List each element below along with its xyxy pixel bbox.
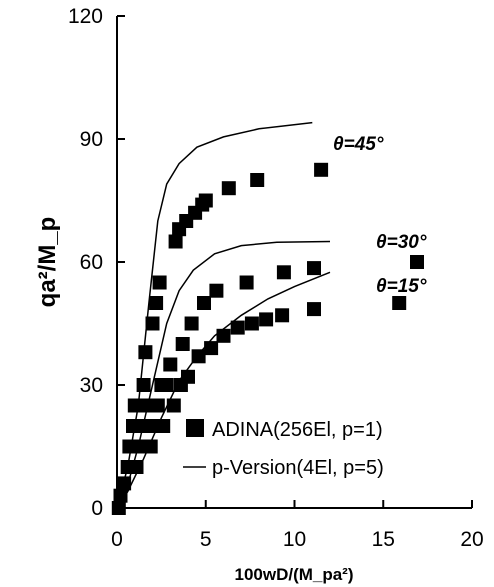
adina-points (111, 162, 424, 515)
adina-point (149, 296, 164, 310)
adina-point (250, 173, 265, 187)
y-tick-label: 60 (80, 251, 103, 274)
adina-point (175, 337, 190, 351)
legend: ADINA(256El, p=1) p-Version(4El, p=5) (183, 419, 384, 479)
adina-point (131, 439, 146, 454)
adina-point (198, 193, 213, 208)
legend-label-adina: ADINA(256El, p=1) (212, 419, 383, 441)
adina-point (152, 275, 167, 290)
y-axis-ticks: 0 30 60 90 120 (68, 5, 125, 520)
adina-point (314, 162, 329, 177)
x-tick-label: 10 (283, 528, 306, 551)
legend-label-p-version: p-Version(4El, p=5) (212, 457, 384, 479)
x-tick-label: 20 (460, 528, 483, 551)
x-axis-ticks: 0 5 10 15 20 (111, 500, 484, 551)
adina-point (276, 265, 291, 280)
adina-point (150, 398, 165, 413)
adina-point (181, 369, 195, 384)
adina-point (117, 476, 132, 491)
annotations: θ=45° θ=30° θ=15° (333, 134, 427, 297)
adina-point (163, 357, 178, 372)
legend-marker-adina (186, 419, 204, 437)
adina-point (410, 255, 424, 269)
adina-point (113, 488, 128, 503)
adina-point (259, 312, 274, 327)
adina-point (275, 308, 290, 323)
adina-point (111, 501, 126, 515)
adina-point (145, 316, 160, 331)
adina-point (159, 378, 174, 392)
adina-point (191, 349, 206, 364)
y-tick-label: 120 (68, 5, 103, 28)
adina-point (184, 316, 199, 331)
annotation-theta-30: θ=30° (376, 232, 427, 253)
adina-point (136, 378, 151, 392)
adina-point (166, 398, 181, 413)
adina-point (197, 296, 211, 310)
adina-point (392, 296, 407, 310)
adina-point (244, 316, 259, 331)
adina-point (138, 345, 153, 360)
adina-point (143, 439, 158, 454)
adina-point (230, 320, 245, 335)
adina-point (168, 234, 183, 249)
y-tick-label: 0 (91, 497, 103, 520)
adina-point (129, 460, 144, 474)
annotation-theta-15: θ=15° (376, 276, 427, 297)
annotation-theta-45: θ=45° (333, 134, 384, 155)
adina-point (209, 283, 224, 298)
x-tick-label: 15 (372, 528, 395, 551)
y-tick-label: 90 (80, 128, 103, 151)
y-tick-label: 30 (80, 374, 103, 397)
axis-titles: 100wD/(M_pa²) qa²/M_p (34, 217, 354, 584)
y-axis-title: qa²/M_p (34, 217, 61, 308)
adina-point (307, 302, 321, 317)
adina-point (216, 328, 231, 343)
adina-point (307, 261, 321, 276)
x-axis-title: 100wD/(M_pa²) (234, 565, 353, 584)
adina-point (239, 275, 254, 290)
x-tick-label: 0 (111, 528, 123, 551)
adina-point (221, 181, 236, 196)
adina-point (156, 419, 171, 433)
adina-point (204, 341, 219, 356)
x-tick-label: 5 (200, 528, 212, 551)
